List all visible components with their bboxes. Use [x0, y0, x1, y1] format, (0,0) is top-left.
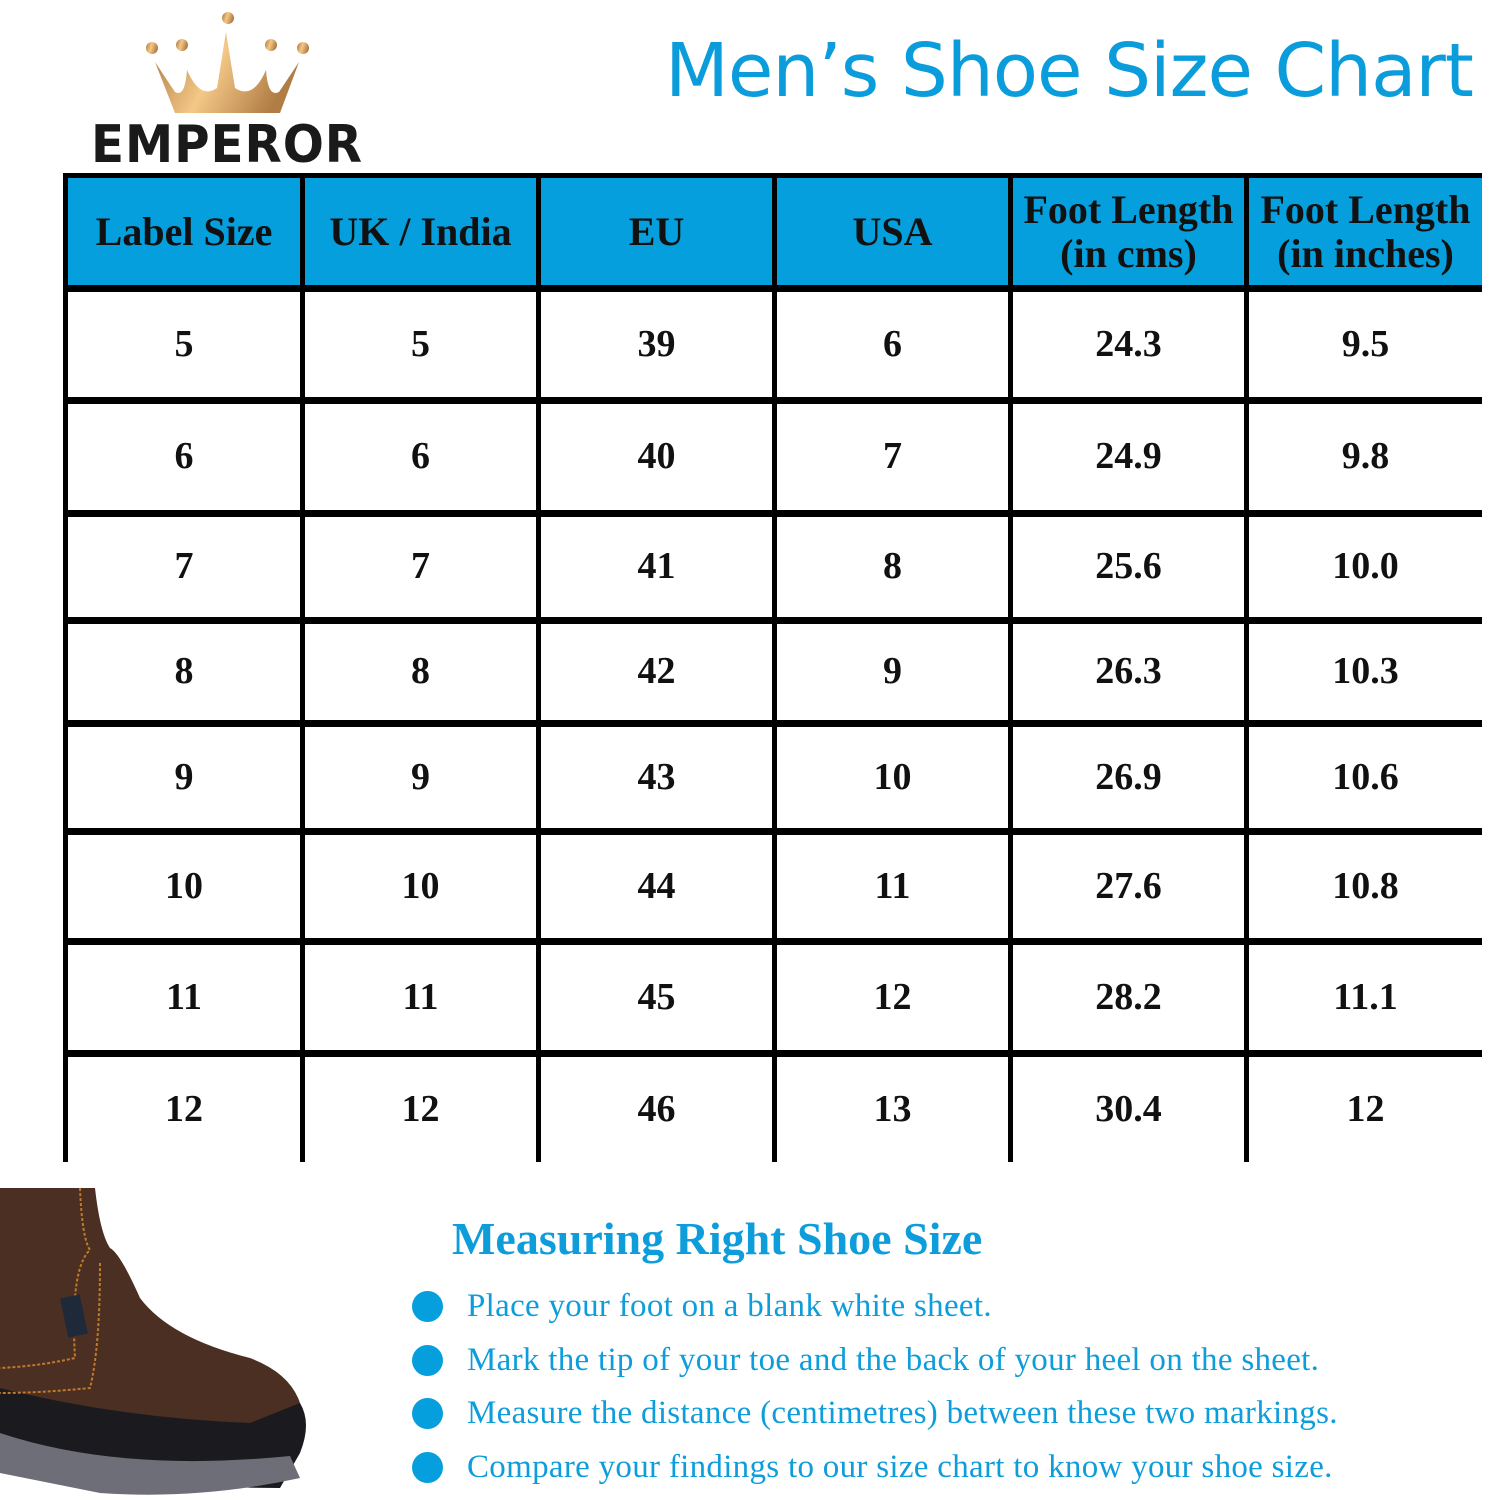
table-cell: 46	[541, 1057, 772, 1162]
column-header: Foot Length (in cms)	[1013, 178, 1244, 285]
table-cell: 10	[305, 835, 536, 938]
step-item: Measure the distance (centimetres) betwe…	[412, 1387, 1338, 1441]
table-cell: 9.5	[1249, 292, 1482, 397]
table-cell: 12	[1249, 1057, 1482, 1162]
emperor-logo: EMPEROR	[91, 12, 363, 170]
column-header: UK / India	[305, 178, 536, 285]
table-cell: 27.6	[1013, 835, 1244, 938]
table-cell: 26.3	[1013, 624, 1244, 720]
boot-image	[0, 1188, 306, 1495]
table-cell: 11	[68, 945, 300, 1050]
bullet-icon	[412, 1344, 443, 1376]
size-chart-table: Label Size UK / India EU USA Foot Length (in…	[63, 173, 1482, 1162]
table-cell: 12	[305, 1057, 536, 1162]
table-cell: 7	[777, 404, 1008, 510]
column-header: Foot Length (in inches)	[1249, 178, 1482, 285]
table-cell: 10.3	[1249, 624, 1482, 720]
table-cell: 9	[68, 727, 300, 828]
table-cell: 30.4	[1013, 1057, 1244, 1162]
table-cell: 6	[305, 404, 536, 510]
table-cell: 41	[541, 517, 772, 617]
table-cell: 9	[305, 727, 536, 828]
step-item: Compare your findings to our size chart …	[412, 1441, 1338, 1495]
table-cell: 8	[305, 624, 536, 720]
table-cell: 11	[305, 945, 536, 1050]
table-cell: 10.0	[1249, 517, 1482, 617]
table-cell: 43	[541, 727, 772, 828]
table-cell: 7	[68, 517, 300, 617]
measuring-title: Measuring Right Shoe Size	[452, 1213, 983, 1264]
table-cell: 8	[68, 624, 300, 720]
brand-wordmark: EMPEROR	[91, 115, 363, 170]
step-item: Mark the tip of your toe and the back of…	[412, 1334, 1338, 1388]
bullet-icon	[412, 1398, 443, 1430]
table-cell: 45	[541, 945, 772, 1050]
table-cell: 25.6	[1013, 517, 1244, 617]
table-cell: 10	[68, 835, 300, 938]
table-cell: 44	[541, 835, 772, 938]
table-cell: 24.9	[1013, 404, 1244, 510]
table-cell: 5	[68, 292, 300, 397]
table-cell: 9.8	[1249, 404, 1482, 510]
table-cell: 11.1	[1249, 945, 1482, 1050]
table-cell: 40	[541, 404, 772, 510]
bullet-icon	[412, 1291, 443, 1323]
column-header: Label Size	[68, 178, 300, 285]
step-item: Place your foot on a blank white sheet.	[412, 1280, 1338, 1334]
table-cell: 10	[777, 727, 1008, 828]
measuring-steps: Place your foot on a blank white sheet. …	[412, 1280, 1338, 1494]
table-cell: 6	[777, 292, 1008, 397]
table-cell: 11	[777, 835, 1008, 938]
table-cell: 26.9	[1013, 727, 1244, 828]
table-cell: 28.2	[1013, 945, 1244, 1050]
table-cell: 8	[777, 517, 1008, 617]
table-cell: 10.8	[1249, 835, 1482, 938]
table-cell: 9	[777, 624, 1008, 720]
table-cell: 12	[777, 945, 1008, 1050]
bullet-icon	[412, 1451, 443, 1483]
crown-icon	[146, 12, 309, 113]
table-cell: 7	[305, 517, 536, 617]
table-cell: 39	[541, 292, 772, 397]
table-cell: 24.3	[1013, 292, 1244, 397]
page-title: Men’s Shoe Size Chart	[665, 28, 1474, 114]
table-cell: 5	[305, 292, 536, 397]
table-cell: 42	[541, 624, 772, 720]
column-header: USA	[777, 178, 1008, 285]
table-cell: 10.6	[1249, 727, 1482, 828]
column-header: EU	[541, 178, 772, 285]
table-cell: 13	[777, 1057, 1008, 1162]
table-cell: 6	[68, 404, 300, 510]
brand-tag	[60, 1294, 88, 1338]
table-cell: 12	[68, 1057, 300, 1162]
